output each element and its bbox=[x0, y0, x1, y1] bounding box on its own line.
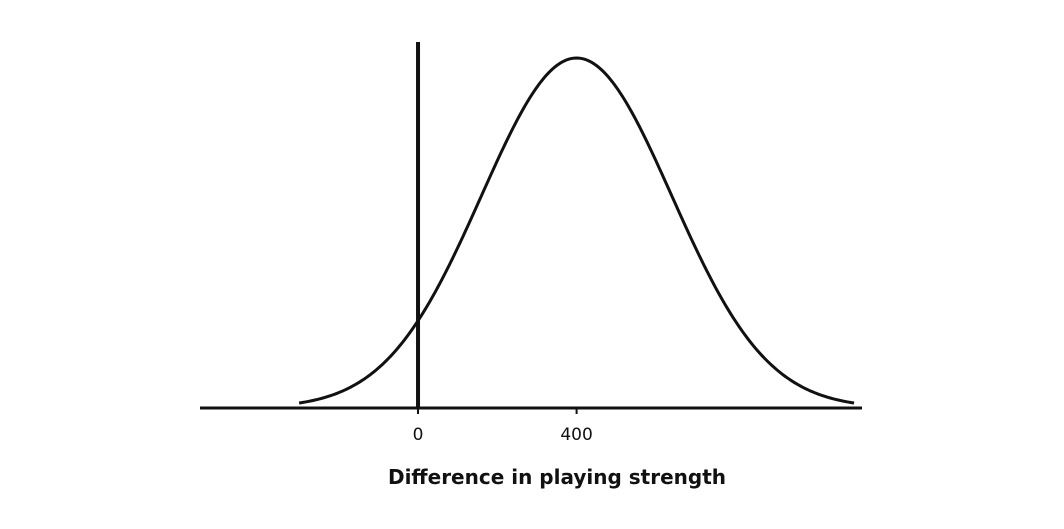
x-axis-title: Difference in playing strength bbox=[388, 465, 726, 489]
normal-distribution-curve bbox=[298, 56, 855, 405]
x-tick-label-400: 400 bbox=[560, 425, 592, 445]
x-tick-label-0: 0 bbox=[413, 425, 424, 445]
